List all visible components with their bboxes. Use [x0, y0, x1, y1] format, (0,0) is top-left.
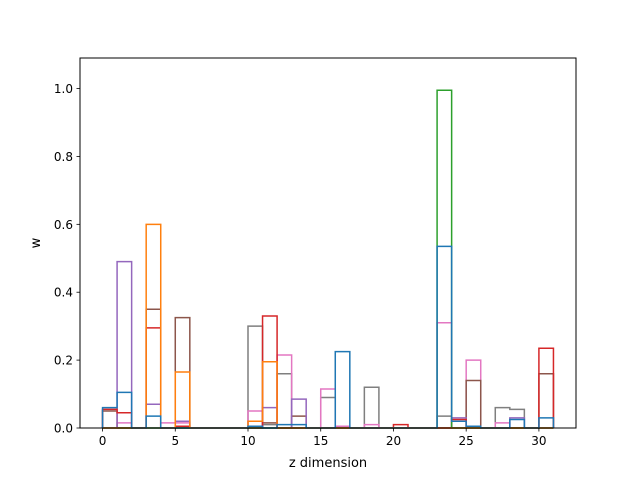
x-tick-label: 30 [531, 434, 546, 448]
y-tick-label: 0.2 [54, 354, 73, 368]
y-tick-label: 0.4 [54, 286, 73, 300]
y-tick-label: 0.8 [54, 150, 73, 164]
y-tick-label: 1.0 [54, 82, 73, 96]
x-axis-label: z dimension [289, 456, 367, 471]
y-axis: 0.0 0.2 0.4 0.6 0.8 1.0 [54, 82, 80, 436]
x-tick-label: 15 [313, 434, 328, 448]
x-tick-label: 25 [459, 434, 474, 448]
x-tick-label: 20 [386, 434, 401, 448]
y-tick-label: 0.6 [54, 218, 73, 232]
y-axis-label: w [29, 237, 44, 248]
x-tick-label: 5 [171, 434, 179, 448]
y-tick-label: 0.0 [54, 422, 73, 436]
x-tick-label: 10 [240, 434, 255, 448]
x-tick-label: 0 [99, 434, 107, 448]
x-axis: 0 5 10 15 20 25 30 [99, 428, 547, 448]
axes-frame [79, 57, 577, 429]
